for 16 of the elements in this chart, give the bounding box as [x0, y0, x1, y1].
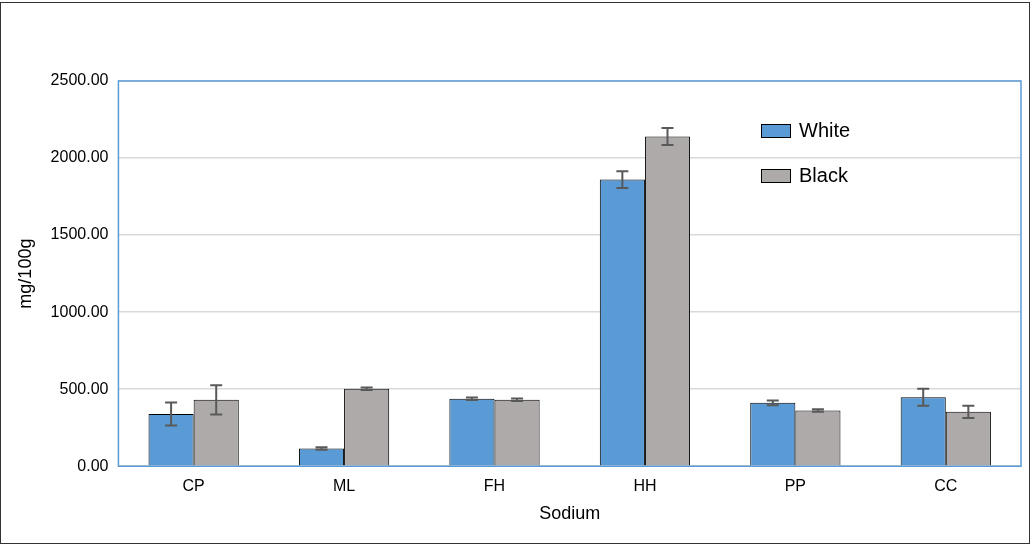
- x-axis-title: Sodium: [539, 503, 601, 524]
- legend-label: Black: [799, 164, 848, 187]
- y-tick-label: 2500.00: [50, 71, 109, 89]
- y-tick-label: 500.00: [59, 379, 109, 397]
- x-tick-label: CP: [182, 477, 205, 495]
- y-axis-title: mg/100g: [14, 238, 35, 309]
- x-tick-label: HH: [633, 477, 657, 495]
- y-tick-label: 0.00: [77, 456, 109, 474]
- legend-label: White: [799, 119, 851, 142]
- y-tick-label: 2000.00: [50, 148, 109, 166]
- y-tick-label: 1000.00: [50, 302, 109, 320]
- x-tick-label: ML: [332, 477, 356, 495]
- y-tick-label: 1500.00: [50, 225, 109, 243]
- x-tick-label: PP: [784, 477, 807, 495]
- x-tick-label: FH: [483, 477, 506, 495]
- x-tick-label: CC: [934, 477, 958, 495]
